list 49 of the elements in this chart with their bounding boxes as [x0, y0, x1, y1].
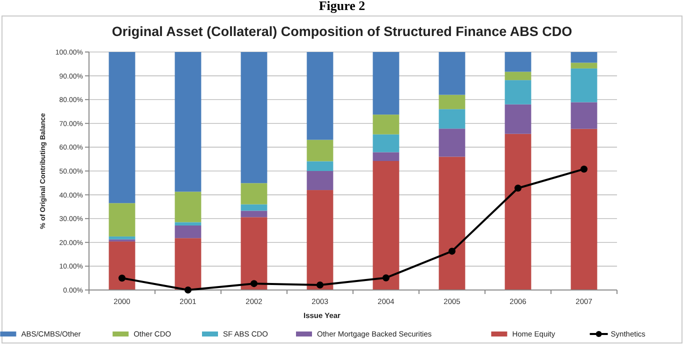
bar: [306, 52, 334, 140]
chart-title: Original Asset (Collateral) Composition of Structured Finance ABS CDO: [112, 24, 572, 39]
bar: [174, 238, 202, 290]
bar: [570, 62, 598, 68]
bar: [504, 104, 532, 134]
bar: [372, 161, 400, 290]
bar: [504, 52, 532, 72]
point: [118, 274, 126, 282]
bar: [108, 52, 136, 204]
bar: [108, 236, 136, 240]
bar: [174, 222, 202, 226]
bar: [174, 52, 202, 192]
bar: [240, 210, 268, 218]
bar: [570, 102, 598, 129]
bar: [174, 226, 202, 238]
bar: [240, 183, 268, 204]
point: [316, 282, 324, 288]
bar: [372, 114, 400, 134]
bar: [240, 204, 268, 211]
bar: [438, 156, 466, 290]
point: [580, 166, 588, 173]
point: [184, 286, 192, 294]
bar: [504, 72, 532, 80]
bar: [438, 109, 466, 129]
bar: [240, 52, 268, 184]
bar: [174, 192, 202, 222]
bar: [108, 241, 136, 290]
bar: [504, 134, 532, 290]
bar: [372, 52, 400, 115]
point: [448, 248, 456, 255]
bar: [570, 68, 598, 102]
bar: [570, 52, 598, 63]
bar: [570, 128, 598, 290]
bar: [240, 217, 268, 290]
bar: [372, 134, 400, 152]
bar: [306, 190, 334, 290]
bar: [306, 161, 334, 171]
bar: [504, 80, 532, 104]
caption: Figure 2: [318, 0, 366, 13]
point: [514, 184, 522, 192]
bar: [306, 171, 334, 190]
bar: [438, 52, 466, 95]
bar: [438, 128, 466, 157]
bar: [108, 203, 136, 236]
bar: [306, 140, 334, 162]
bar: [438, 94, 466, 110]
bar: [372, 152, 400, 162]
point: [382, 274, 390, 282]
point: [250, 280, 258, 288]
